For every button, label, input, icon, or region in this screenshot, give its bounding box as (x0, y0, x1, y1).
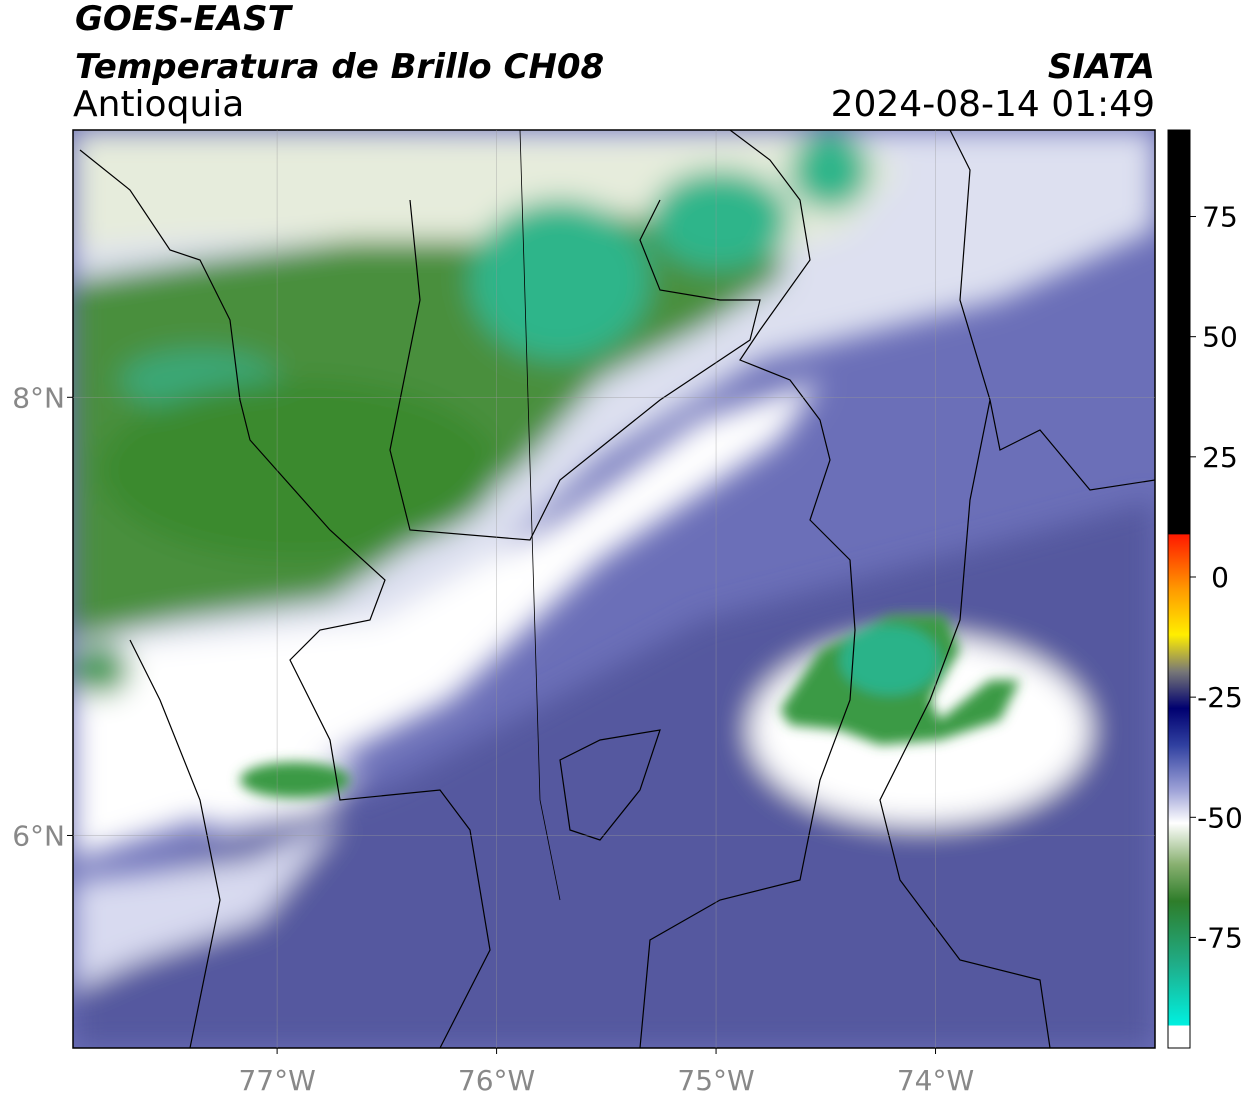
y-tick-label: 6°N (12, 819, 65, 852)
colorbar-tick-label: 0 (1211, 561, 1229, 594)
map-frame (72, 129, 1156, 1049)
region: Antioquia (73, 84, 244, 125)
y-tick-label: 8°N (12, 381, 65, 414)
colorbar-tick-label: -50 (1197, 801, 1243, 834)
colorbar-tick-label: 75 (1202, 201, 1238, 234)
colorbar-tick-label: 25 (1202, 441, 1238, 474)
x-tick-label: 77°W (238, 1064, 315, 1097)
colorbar-tick-label: -25 (1197, 681, 1243, 714)
datetime: 2024-08-14 01:49 (831, 84, 1155, 125)
x-tick-label: 75°W (677, 1064, 754, 1097)
colorbar (1167, 129, 1191, 1049)
x-tick-label: 74°W (897, 1064, 974, 1097)
title: GOES-EAST (75, 0, 294, 39)
colorbar-tick-label: 50 (1202, 321, 1238, 354)
x-tick-label: 76°W (458, 1064, 535, 1097)
satellite-image (73, 130, 1155, 1048)
colorbar-tick-label: -75 (1197, 921, 1243, 954)
source: SIATA (1048, 47, 1155, 87)
subtitle: Temperatura de Brillo CH08 (75, 47, 604, 87)
